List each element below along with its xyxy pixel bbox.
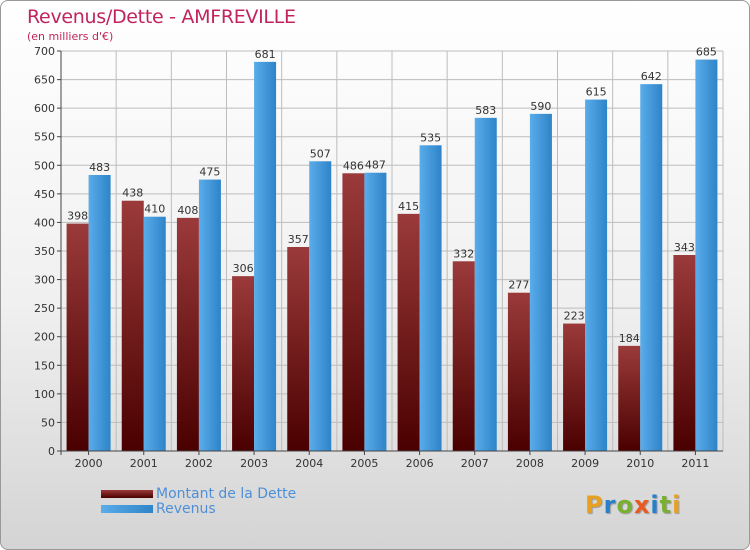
data-label: 487 <box>365 159 386 172</box>
bar-dette <box>232 276 255 451</box>
bar-dette <box>121 200 144 451</box>
data-label: 583 <box>475 104 496 117</box>
x-tick-label: 2006 <box>406 457 434 470</box>
x-tick-label: 2011 <box>681 457 709 470</box>
y-tick-label: 500 <box>34 159 55 172</box>
y-tick-label: 650 <box>34 74 55 87</box>
legend-label-dette: Montant de la Dette <box>156 486 297 502</box>
y-tick-label: 250 <box>34 302 55 315</box>
data-label: 685 <box>696 46 717 59</box>
data-label: 475 <box>199 166 220 179</box>
data-label: 535 <box>420 131 441 144</box>
y-tick-label: 700 <box>34 45 55 58</box>
bar-dette <box>673 255 696 451</box>
bar-revenus <box>254 61 277 451</box>
data-label: 438 <box>122 187 143 200</box>
bar-revenus <box>143 216 166 451</box>
y-tick-label: 400 <box>34 216 55 229</box>
x-tick-label: 2007 <box>461 457 489 470</box>
bar-revenus <box>88 175 111 451</box>
x-tick-label: 2008 <box>516 457 544 470</box>
data-label: 343 <box>674 241 695 254</box>
bar-revenus <box>695 59 718 451</box>
data-label: 357 <box>288 233 309 246</box>
logo-letter: P <box>585 491 604 519</box>
y-tick-label: 150 <box>34 359 55 372</box>
logo-letter: o <box>616 491 634 519</box>
bar-dette <box>342 173 365 452</box>
y-tick-label: 50 <box>41 416 55 429</box>
data-label: 507 <box>310 147 331 160</box>
bar-revenus <box>529 113 552 451</box>
data-label: 615 <box>586 86 607 99</box>
chart-title: Revenus/Dette - AMFREVILLE <box>27 6 296 28</box>
y-tick-label: 550 <box>34 131 55 144</box>
x-tick-label: 2001 <box>130 457 158 470</box>
bar-dette <box>507 292 530 451</box>
bar-revenus <box>364 172 387 451</box>
x-tick-label: 2004 <box>295 457 323 470</box>
y-tick-label: 600 <box>34 102 55 115</box>
bar-dette <box>176 217 199 451</box>
bar-revenus <box>474 117 497 451</box>
data-label: 415 <box>398 200 419 213</box>
proxiti-logo: Proxiti <box>585 491 681 519</box>
x-tick-label: 2000 <box>75 457 103 470</box>
data-label: 408 <box>177 204 198 217</box>
legend-label-revenus: Revenus <box>156 501 216 517</box>
data-label: 223 <box>564 310 585 323</box>
bar-dette <box>66 223 89 451</box>
bar-dette <box>618 345 641 451</box>
bar-dette <box>397 213 420 451</box>
x-tick-label: 2003 <box>240 457 268 470</box>
y-tick-label: 0 <box>48 445 55 458</box>
bar-revenus <box>585 99 608 452</box>
y-tick-label: 350 <box>34 245 55 258</box>
logo-letter: i <box>672 491 682 519</box>
logo-letter: t <box>659 491 673 519</box>
data-label: 483 <box>89 161 110 174</box>
data-label: 277 <box>508 279 529 292</box>
data-label: 184 <box>619 332 640 345</box>
logo-letter: x <box>633 491 651 519</box>
legend-swatch-dette <box>101 490 153 498</box>
bar-revenus <box>640 84 663 452</box>
logo-letter: i <box>650 491 660 519</box>
x-tick-label: 2009 <box>571 457 599 470</box>
bar-dette <box>287 247 310 451</box>
y-tick-label: 200 <box>34 331 55 344</box>
y-tick-label: 450 <box>34 188 55 201</box>
bar-revenus <box>198 179 221 452</box>
y-tick-label: 100 <box>34 388 55 401</box>
legend-swatch-revenus <box>101 505 153 513</box>
x-tick-label: 2010 <box>626 457 654 470</box>
data-label: 590 <box>530 100 551 113</box>
data-label: 681 <box>255 48 276 61</box>
bar-dette <box>452 261 475 451</box>
logo-letter: r <box>603 491 617 519</box>
x-tick-label: 2002 <box>185 457 213 470</box>
bar-dette <box>563 323 586 451</box>
data-label: 410 <box>144 203 165 216</box>
data-label: 306 <box>233 262 254 275</box>
y-tick-label: 300 <box>34 274 55 287</box>
data-label: 398 <box>67 210 88 223</box>
x-tick-label: 2005 <box>350 457 378 470</box>
data-label: 332 <box>453 247 474 260</box>
bar-revenus <box>309 161 332 452</box>
bar-revenus <box>419 145 442 452</box>
data-label: 486 <box>343 159 364 172</box>
chart-subtitle: (en milliers d'€) <box>27 30 114 43</box>
data-label: 642 <box>641 70 662 83</box>
